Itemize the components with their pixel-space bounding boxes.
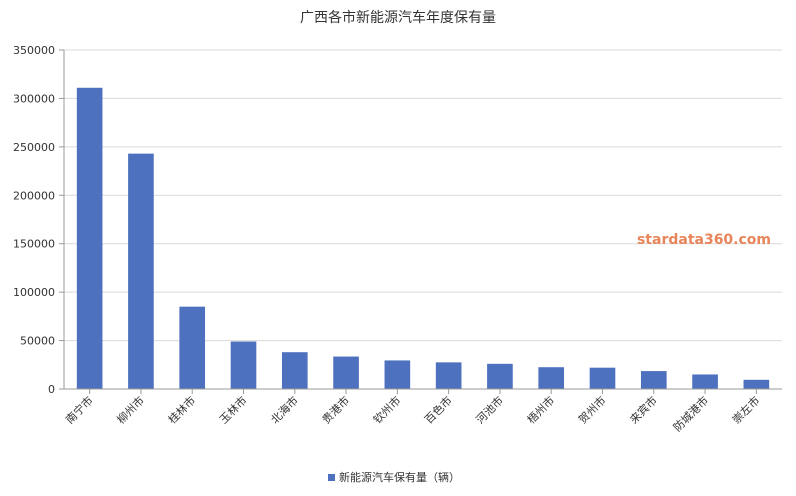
x-tick-label: 南宁市 — [63, 393, 96, 426]
y-tick-label: 300000 — [13, 92, 55, 105]
bars — [76, 87, 770, 389]
bar[interactable] — [640, 371, 667, 389]
x-tick-label: 桂林市 — [165, 393, 198, 426]
y-tick-label: 350000 — [13, 44, 55, 57]
y-tick-label: 200000 — [13, 189, 55, 202]
bar[interactable] — [128, 153, 154, 389]
bar[interactable] — [384, 360, 411, 389]
watermark-text: stardata360.com — [637, 232, 771, 248]
x-tick-label: 百色市 — [422, 393, 455, 426]
x-tick-label: 贺州市 — [575, 393, 608, 426]
bar[interactable] — [589, 367, 616, 389]
bar[interactable] — [692, 374, 718, 389]
x-tick-label: 河池市 — [473, 393, 506, 426]
legend-label: 新能源汽车保有量（辆） — [339, 470, 460, 484]
x-tick-label: 防城港市 — [670, 393, 711, 434]
y-tick-label: 50000 — [20, 335, 55, 348]
bar[interactable] — [487, 363, 513, 389]
y-axis-tick-labels: 0 50000 100000 150000 200000 250000 300000 3500… — [13, 44, 64, 396]
x-tick-label: 梧州市 — [524, 393, 557, 426]
bar[interactable] — [281, 352, 308, 389]
bar[interactable] — [435, 362, 462, 389]
x-tick-label: 北海市 — [268, 393, 301, 426]
x-tick-label: 柳州市 — [114, 393, 147, 426]
x-tick-label: 玉林市 — [216, 393, 249, 426]
bar[interactable] — [333, 356, 359, 389]
x-tick-label: 贵港市 — [319, 393, 352, 426]
x-tick-label: 来宾市 — [627, 393, 660, 426]
y-tick-label: 250000 — [13, 141, 55, 154]
bar[interactable] — [76, 87, 103, 389]
x-axis-tick-labels: 南宁市 柳州市 桂林市 玉林市 北海市 贵港市 钦州市 百色市 河池市 梧州市 贺州市 来宾市 防城港市… — [63, 389, 762, 434]
chart-title: 广西各市新能源汽车年度保有量 — [300, 9, 496, 26]
x-tick-label: 钦州市 — [370, 393, 403, 426]
bar[interactable] — [230, 341, 257, 389]
grid-lines — [64, 49, 782, 342]
y-tick-label: 0 — [48, 383, 55, 396]
legend[interactable]: 新能源汽车保有量（辆） — [328, 470, 460, 484]
y-tick-label: 100000 — [13, 286, 55, 299]
bar[interactable] — [743, 379, 770, 389]
bar[interactable] — [179, 306, 206, 389]
y-tick-label: 150000 — [13, 238, 55, 251]
bar[interactable] — [538, 367, 565, 389]
legend-swatch — [328, 474, 335, 481]
x-tick-label: 崇左市 — [729, 393, 762, 426]
